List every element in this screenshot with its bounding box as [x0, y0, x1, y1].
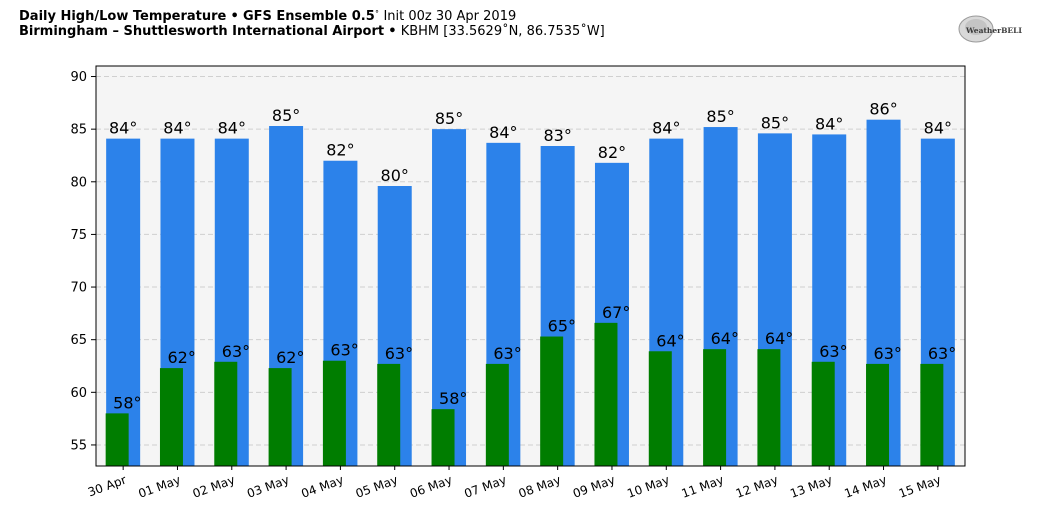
low-label: 63°	[493, 344, 521, 363]
high-label: 84°	[924, 119, 952, 138]
title-separator: •	[230, 9, 239, 24]
high-label: 85°	[435, 109, 463, 128]
low-label: 63°	[330, 341, 358, 360]
low-bar	[811, 361, 835, 466]
high-label: 84°	[489, 123, 517, 142]
x-tick-label: 30 Apr	[86, 473, 128, 500]
high-label: 84°	[109, 119, 137, 138]
low-bar	[268, 368, 292, 466]
high-label: 85°	[706, 107, 734, 126]
station-separator: •	[388, 24, 397, 39]
y-tick-label: 75	[70, 228, 87, 243]
x-tick-label: 11 May	[680, 473, 726, 501]
high-label: 85°	[272, 106, 300, 125]
x-tick-label: 02 May	[191, 473, 237, 501]
chart-header: Daily High/Low Temperature • GFS Ensembl…	[19, 9, 605, 39]
high-label: 85°	[761, 113, 789, 132]
y-tick-label: 70	[70, 281, 87, 296]
x-tick-label: 09 May	[571, 473, 617, 501]
high-label: 84°	[815, 114, 843, 133]
x-tick-label: 10 May	[625, 473, 671, 501]
y-tick-label: 60	[70, 386, 87, 401]
y-tick-label: 55	[70, 438, 87, 453]
chart-title: Daily High/Low Temperature	[19, 9, 227, 24]
header-line-1: Daily High/Low Temperature • GFS Ensembl…	[19, 9, 517, 24]
low-bar	[594, 322, 618, 466]
low-label: 58°	[113, 393, 141, 412]
low-bar	[105, 413, 129, 466]
x-tick-label: 07 May	[462, 473, 508, 501]
station-name: Birmingham – Shuttlesworth International…	[19, 24, 385, 39]
low-label: 62°	[167, 348, 195, 367]
init-time: Init 00z 30 Apr 2019	[383, 9, 517, 24]
low-label: 64°	[711, 329, 739, 348]
x-tick-label: 14 May	[843, 473, 889, 501]
low-label: 63°	[928, 344, 956, 363]
low-bar	[648, 351, 672, 466]
low-bar	[866, 363, 890, 466]
low-bar	[214, 361, 238, 466]
model-name: GFS Ensemble 0.5	[242, 9, 375, 24]
y-tick-label: 80	[70, 175, 87, 190]
low-bar	[159, 368, 183, 466]
high-label: 80°	[381, 166, 409, 185]
y-tick-label: 85	[70, 123, 87, 138]
low-label: 63°	[385, 344, 413, 363]
high-label: 84°	[163, 119, 191, 138]
high-label: 86°	[869, 100, 897, 119]
high-label: 82°	[326, 141, 354, 160]
x-tick-label: 03 May	[245, 473, 291, 501]
low-bar	[540, 336, 564, 466]
high-label: 82°	[598, 143, 626, 162]
low-bar	[377, 363, 401, 466]
low-label: 63°	[874, 344, 902, 363]
low-bar	[920, 363, 944, 466]
header-line-2: Birmingham – Shuttlesworth International…	[19, 24, 605, 39]
high-label: 84°	[652, 119, 680, 138]
high-label: 83°	[543, 126, 571, 145]
x-tick-label: 01 May	[136, 473, 182, 501]
low-label: 58°	[439, 389, 467, 408]
station-info: KBHM [33.5629˚N, 86.7535˚W]	[400, 24, 605, 39]
low-label: 67°	[602, 303, 630, 322]
low-label: 63°	[819, 342, 847, 361]
y-tick-label: 65	[70, 333, 87, 348]
y-tick-label: 90	[70, 70, 87, 85]
low-bar	[757, 349, 781, 466]
low-label: 65°	[548, 317, 576, 336]
high-label: 84°	[218, 119, 246, 138]
low-label: 63°	[222, 342, 250, 361]
x-tick-label: 04 May	[299, 473, 345, 501]
x-tick-label: 05 May	[354, 473, 400, 501]
x-tick-label: 15 May	[897, 473, 943, 501]
weatherbell-logo-icon: WeatherBELL	[958, 15, 1022, 43]
plot-frame	[95, 65, 966, 467]
low-label: 64°	[765, 329, 793, 348]
x-tick-label: 13 May	[788, 473, 834, 501]
x-tick-label: 12 May	[734, 473, 780, 501]
x-tick-label: 06 May	[408, 473, 454, 501]
low-bar	[485, 363, 509, 466]
high-bar	[106, 138, 141, 466]
low-label: 62°	[276, 348, 304, 367]
x-tick-label: 08 May	[517, 473, 563, 501]
low-bar	[322, 360, 346, 466]
logo-text: WeatherBELL	[965, 26, 1022, 35]
low-bar	[431, 409, 455, 466]
low-label: 64°	[656, 331, 684, 350]
low-bar	[703, 349, 727, 466]
